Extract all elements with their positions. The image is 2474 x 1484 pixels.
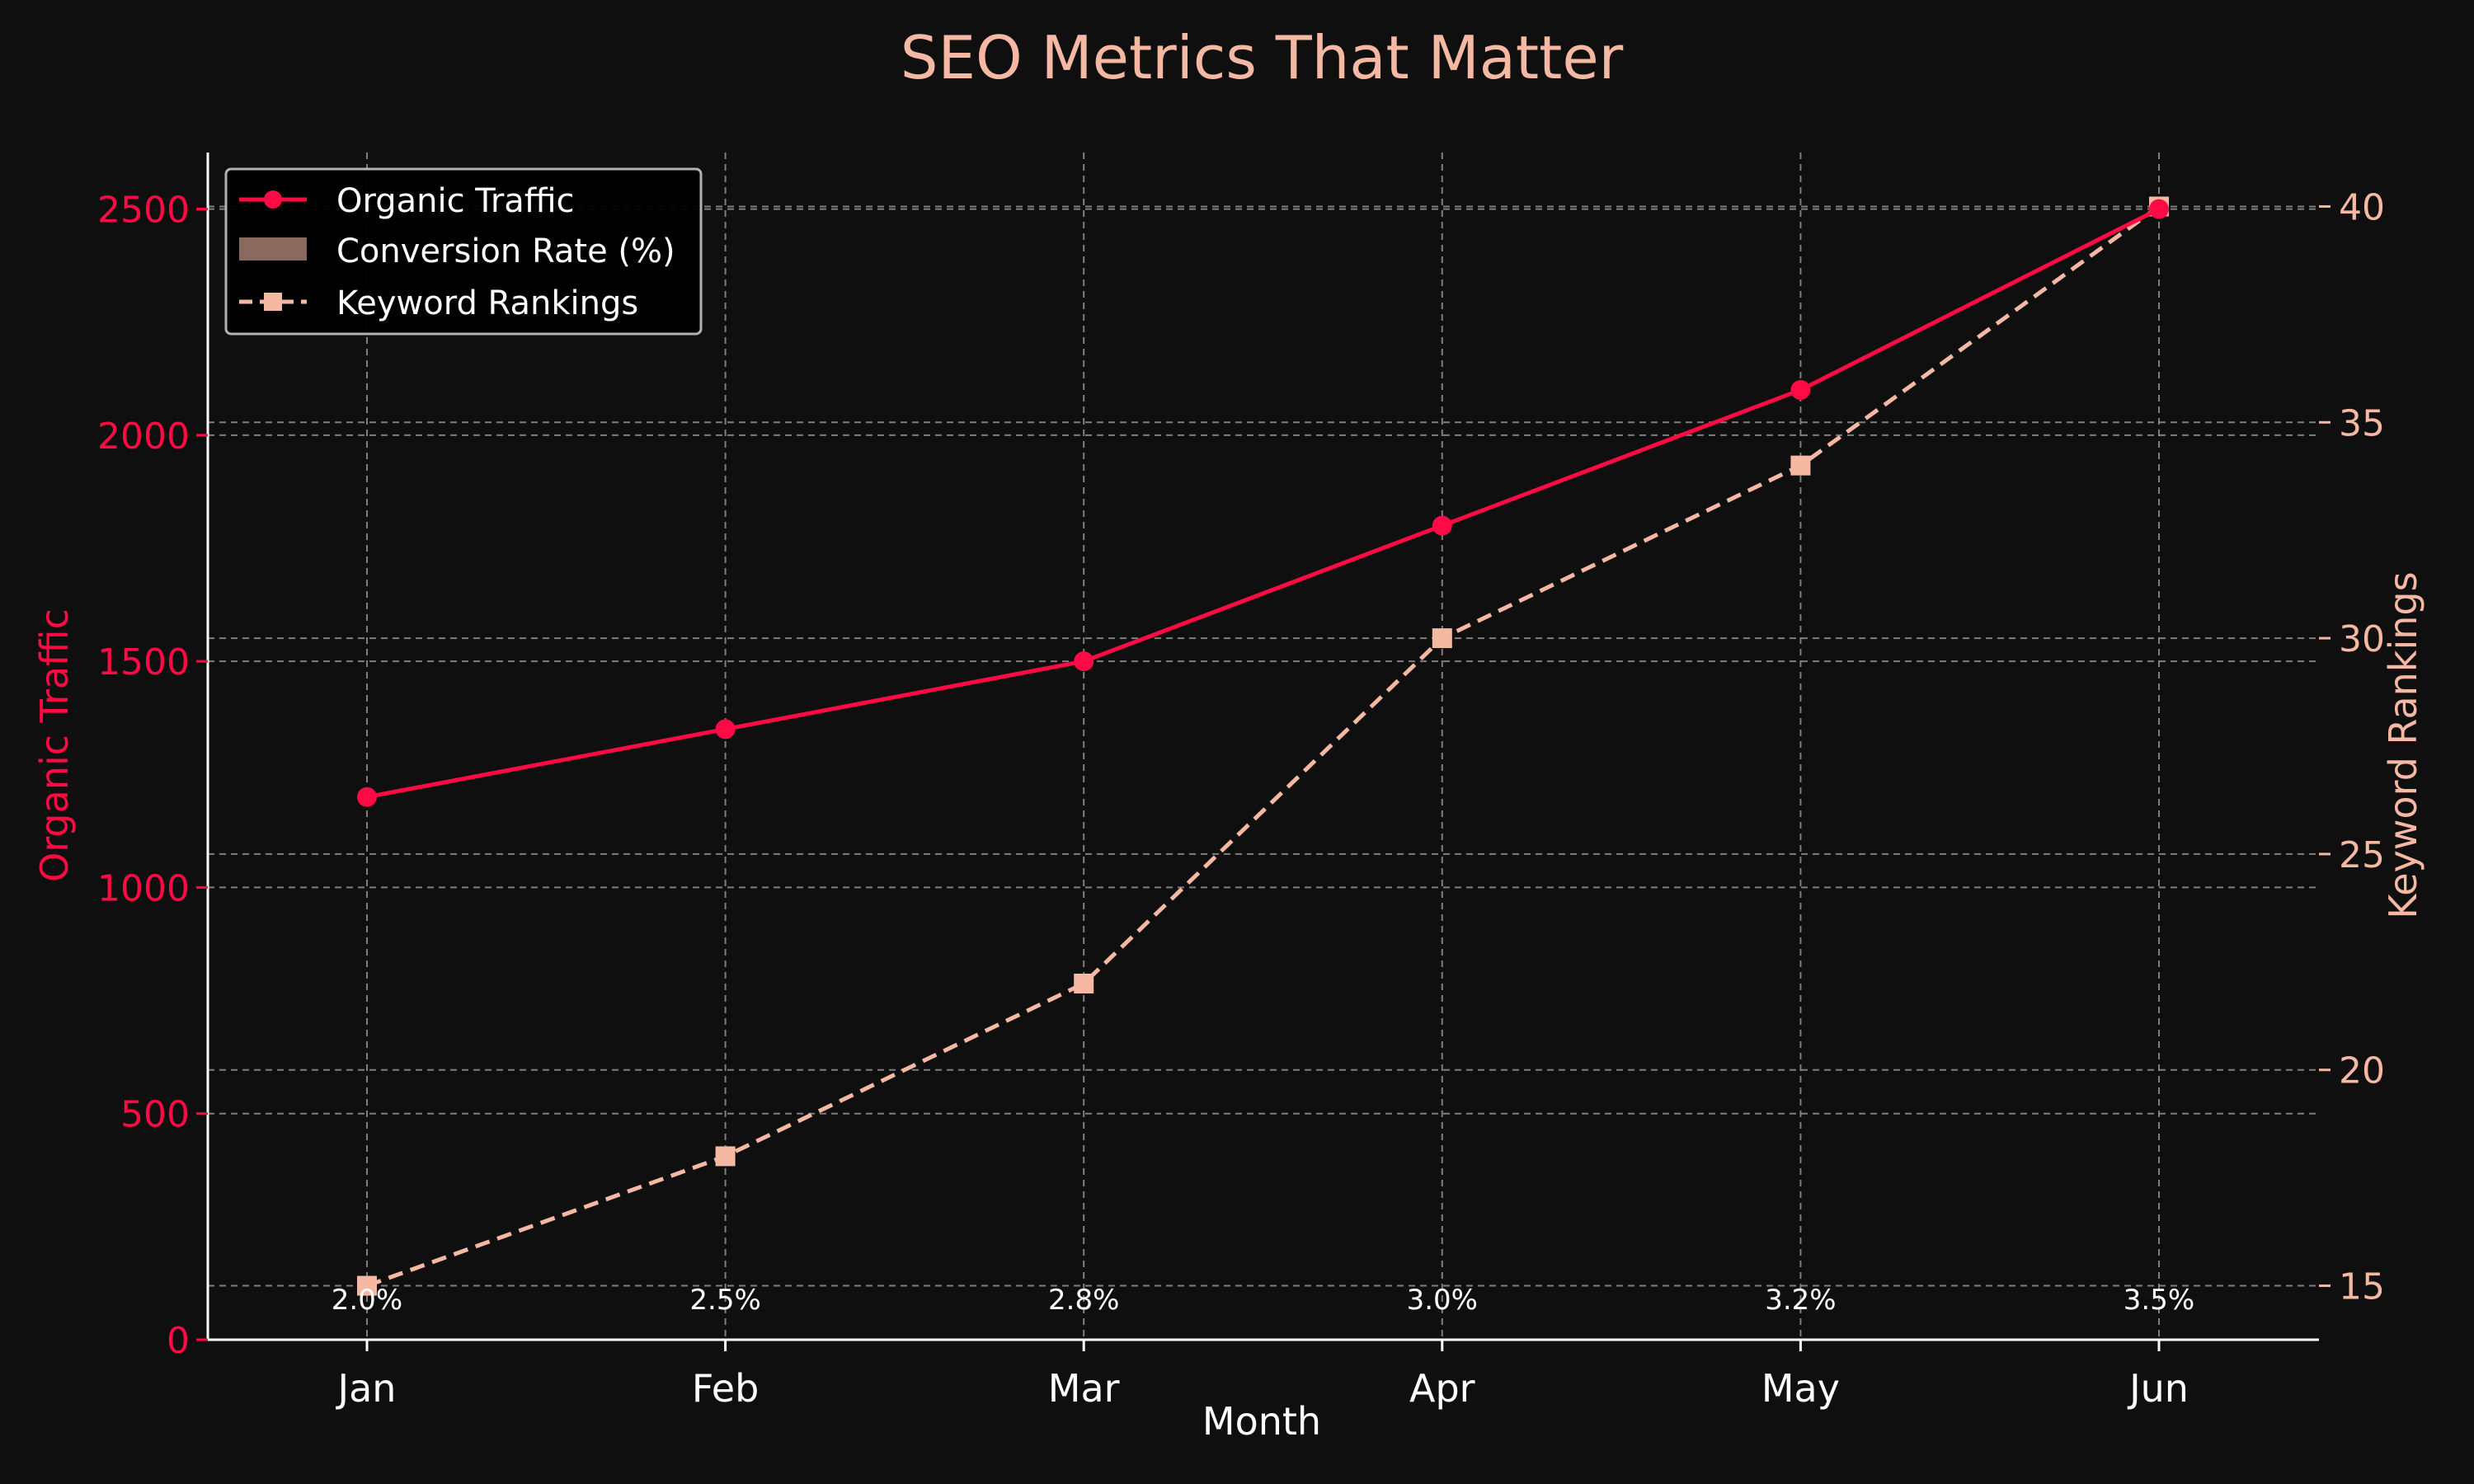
legend-label: Keyword Rankings xyxy=(336,284,638,322)
legend-label: Conversion Rate (%) xyxy=(336,232,675,270)
legend-conversion-swatch xyxy=(239,237,307,261)
y-tick-label: 500 xyxy=(120,1094,190,1136)
conversion-rate-label: 3.0% xyxy=(1407,1284,1478,1317)
keyword-rankings-point xyxy=(1074,974,1094,993)
conversion-rate-label: 3.5% xyxy=(2124,1284,2194,1317)
label-layer: 2.0% 2.5% 2.8% 3.0% 3.2% 3.5% xyxy=(332,1284,2194,1317)
organic-traffic-point xyxy=(1790,380,1811,400)
legend-label: Organic Traffic xyxy=(336,182,574,220)
x-tick-label: Mar xyxy=(1048,1366,1120,1411)
legend-box xyxy=(224,167,703,336)
y-tick-label: 2500 xyxy=(97,190,190,232)
y-tick-label: 0 xyxy=(167,1320,190,1362)
y2-axis-label: Keyword Rankings xyxy=(2381,571,2425,918)
conversion-rate-label: 2.5% xyxy=(689,1284,760,1317)
organic-traffic-point xyxy=(2149,199,2169,219)
organic-traffic-point xyxy=(1074,651,1094,672)
series-layer xyxy=(357,196,2169,1296)
x-tick-label: Feb xyxy=(692,1366,759,1411)
organic-traffic-point xyxy=(1432,515,1452,536)
keyword-rankings-point xyxy=(357,1275,377,1296)
keyword-rankings-point xyxy=(715,1146,736,1167)
x-axis-label: Month xyxy=(1202,1399,1321,1444)
y-tick-label: 1000 xyxy=(97,867,190,909)
keyword-rankings-line xyxy=(366,204,2161,1288)
y2-tick-label: 30 xyxy=(2339,618,2385,660)
x-tick-label: Apr xyxy=(1409,1366,1475,1411)
y2-tick-label: 15 xyxy=(2339,1266,2385,1308)
conversion-rate-label: 3.2% xyxy=(1765,1284,1836,1317)
y-tick-label: 1500 xyxy=(97,641,190,683)
y2-tick-label: 20 xyxy=(2339,1050,2385,1092)
axes-layer: 0 500 1000 1500 2000 2500 15 20 25 30 35 40 Jan Feb Ma… xyxy=(97,153,2385,1411)
keyword-rankings-point xyxy=(1790,455,1811,476)
grid-layer xyxy=(208,153,2319,1341)
x-tick-label: Jan xyxy=(336,1366,397,1411)
y2-tick-label: 35 xyxy=(2339,402,2385,444)
chart-title: SEO Metrics That Matter xyxy=(901,23,1624,92)
organic-traffic-point xyxy=(357,787,377,807)
x-tick-label: May xyxy=(1761,1366,1840,1411)
legend: Organic Traffic Conversion Rate (%) Keywor… xyxy=(224,167,703,336)
conversion-rate-label: 2.0% xyxy=(332,1284,402,1317)
y2-tick-label: 40 xyxy=(2339,186,2385,228)
keyword-rankings-point xyxy=(1432,628,1452,649)
x-tick-label: Jun xyxy=(2127,1366,2189,1411)
legend-traffic-marker xyxy=(264,190,282,209)
organic-traffic-point xyxy=(715,719,736,740)
legend-rankings-marker xyxy=(264,293,282,311)
y-tick-label: 2000 xyxy=(97,416,190,458)
y-axis-label: Organic Traffic xyxy=(32,608,77,882)
organic-traffic-line xyxy=(366,207,2161,800)
y2-tick-label: 25 xyxy=(2339,834,2385,876)
conversion-rate-label: 2.8% xyxy=(1048,1284,1119,1317)
